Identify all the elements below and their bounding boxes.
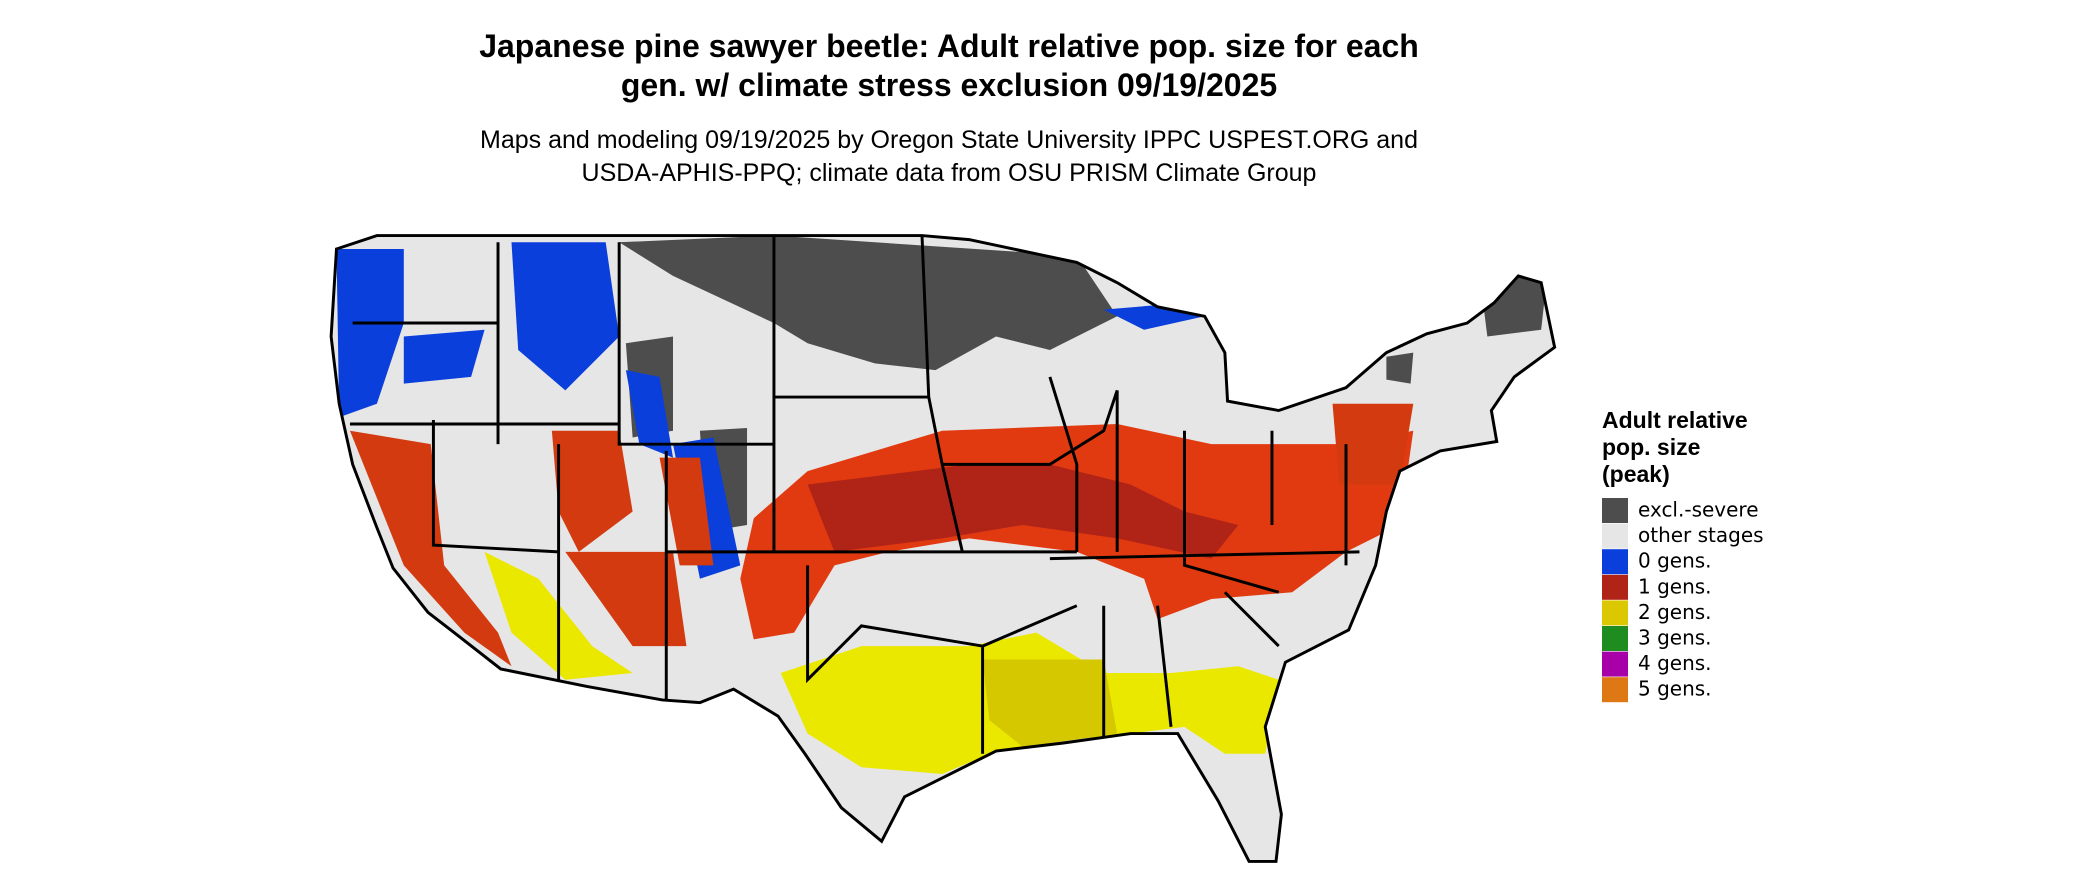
one-gen-region xyxy=(807,464,1239,559)
legend-swatch xyxy=(1602,626,1628,651)
legend-swatch xyxy=(1602,574,1628,600)
subtitle-line: USDA-APHIS-PPQ; climate data from OSU PR… xyxy=(582,159,1317,187)
legend-swatch xyxy=(1602,523,1628,549)
legend-label: 0 gens. xyxy=(1638,549,1712,573)
legend-label: other stages xyxy=(1638,523,1764,547)
legend-label: 3 gens. xyxy=(1638,626,1712,650)
legend-swatch xyxy=(1602,600,1628,626)
title-line: Japanese pine sawyer beetle: Adult relat… xyxy=(479,28,1419,64)
two-gen-region xyxy=(982,659,1118,748)
legend-label: excl.-severe xyxy=(1638,498,1759,522)
one-gen-region xyxy=(349,403,1414,667)
subtitle-line: Maps and modeling 09/19/2025 by Oregon S… xyxy=(480,126,1418,154)
legend-swatch xyxy=(1602,549,1628,575)
excluded-region xyxy=(619,235,1118,371)
zero-gen-region xyxy=(336,242,1205,579)
legend-label: 2 gens. xyxy=(1638,600,1712,624)
legend-label: 4 gens. xyxy=(1638,651,1712,675)
legend-swatch xyxy=(1602,677,1628,703)
title-line: gen. w/ climate stress exclusion 09/19/2… xyxy=(621,67,1277,103)
map xyxy=(329,234,1557,863)
legend-title: Adult relative xyxy=(1602,407,1748,433)
state-borders xyxy=(349,235,1360,754)
legend-swatch xyxy=(1602,498,1628,523)
legend-swatch xyxy=(1602,651,1628,677)
legend-label: 1 gens. xyxy=(1638,574,1712,598)
legend-title: (peak) xyxy=(1602,461,1670,487)
legend-label: 5 gens. xyxy=(1638,677,1712,701)
legend-title: pop. size xyxy=(1602,434,1700,460)
